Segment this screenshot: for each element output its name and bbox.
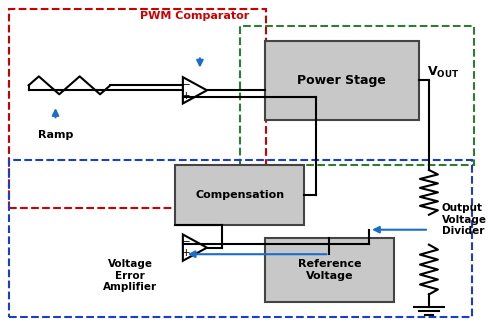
Text: Reference
Voltage: Reference Voltage — [297, 259, 361, 281]
Bar — [264, 40, 419, 120]
Text: +: + — [182, 91, 191, 101]
Text: Output
Voltage
Divider: Output Voltage Divider — [442, 203, 487, 236]
Text: Voltage
Error
Amplifier: Voltage Error Amplifier — [103, 259, 157, 292]
Text: Power Stage: Power Stage — [297, 74, 386, 87]
Bar — [8, 9, 265, 208]
Text: +: + — [182, 248, 191, 258]
Text: $\mathbf{V_{OUT}}$: $\mathbf{V_{OUT}}$ — [427, 65, 459, 80]
Text: Compensation: Compensation — [195, 190, 284, 200]
Bar — [264, 238, 394, 303]
Text: Ramp: Ramp — [38, 130, 73, 140]
Bar — [8, 160, 472, 317]
Text: PWM Comparator: PWM Comparator — [140, 11, 250, 21]
Text: −: − — [182, 80, 191, 90]
Bar — [175, 165, 304, 225]
Bar — [240, 25, 474, 165]
Text: −: − — [182, 237, 191, 247]
